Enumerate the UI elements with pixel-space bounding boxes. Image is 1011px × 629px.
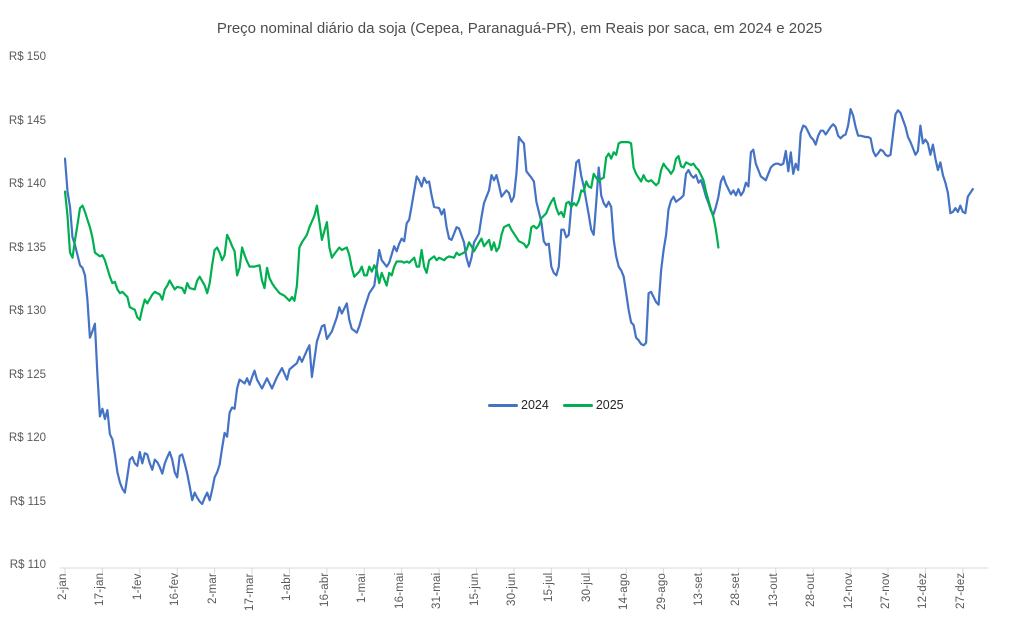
y-axis-label: R$ 130	[8, 305, 46, 317]
x-axis-label: 1-mai	[356, 573, 369, 603]
x-axis-label: 12-dez	[917, 573, 930, 610]
y-axis-label: R$ 150	[8, 51, 46, 63]
x-axis-label: 30-jun	[505, 573, 518, 607]
y-axis-label: R$ 110	[9, 559, 46, 571]
y-axis-label: R$ 140	[8, 178, 46, 190]
legend-label: 2025	[595, 398, 624, 412]
x-axis-label: 29-ago	[655, 573, 668, 611]
x-axis-label: 15-jun	[468, 573, 481, 607]
x-axis-label: 13-set	[692, 573, 705, 607]
x-axis-label: 31-mai	[431, 573, 444, 610]
x-axis-label: 30-jul	[580, 573, 593, 603]
x-axis-label: 1-fev	[131, 573, 144, 600]
chart-title: Preço nominal diário da soja (Cepea, Par…	[216, 20, 823, 37]
x-axis-label: 17-mar	[244, 573, 257, 611]
x-axis-label: 1-abr	[281, 573, 294, 601]
x-axis-label: 14-ago	[618, 573, 631, 611]
legend-line-swatch-2025	[562, 403, 593, 407]
x-axis-label: 2-mar	[206, 573, 219, 605]
legend: 2024 2025	[488, 398, 624, 412]
x-axis-label: 27-dez	[954, 573, 967, 610]
x-axis-label: 17-jan	[94, 573, 107, 607]
series-line-2024[interactable]	[63, 107, 974, 506]
x-axis-label: 13-out	[767, 573, 780, 607]
x-axis-label: 27-nov	[880, 573, 893, 610]
legend-item-2024[interactable]: 2024	[488, 398, 549, 412]
y-axis-label: R$ 120	[8, 432, 46, 444]
y-axis-label: R$ 125	[8, 368, 46, 381]
series-line-2025[interactable]	[63, 141, 720, 321]
y-axis-label: R$ 145	[8, 114, 46, 127]
x-axis-label: 16-mai	[393, 573, 406, 610]
x-axis-label: 28-out	[805, 573, 818, 607]
legend-line-swatch-2024	[488, 403, 518, 407]
y-axis-label: R$ 115	[9, 495, 46, 508]
x-axis-label: 28-set	[730, 573, 743, 607]
x-axis-label: 15-jul	[543, 573, 556, 603]
x-axis-label: 16-abr	[318, 573, 331, 608]
x-axis-label: 12-nov	[842, 573, 855, 610]
y-axis-label: R$ 135	[8, 241, 46, 254]
x-axis-label: 2-jan	[57, 573, 69, 600]
x-axis-label: 16-fev	[169, 573, 182, 607]
legend-label: 2024	[521, 398, 549, 412]
legend-item-2025[interactable]: 2025	[562, 398, 624, 412]
